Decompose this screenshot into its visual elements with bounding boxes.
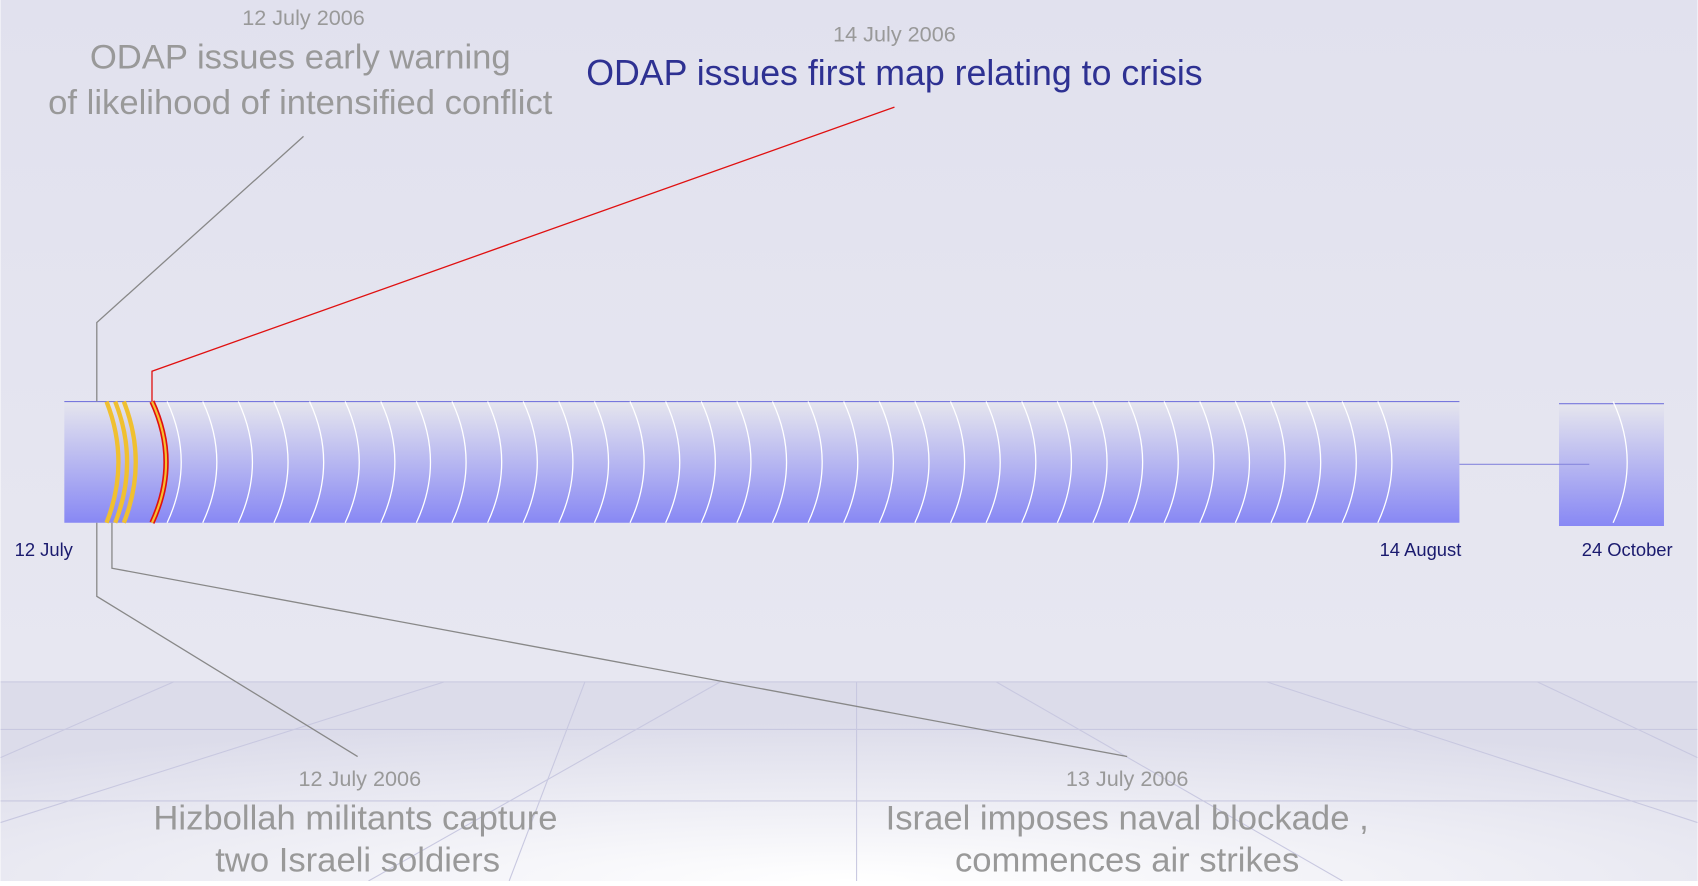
day-dividers xyxy=(166,401,1628,524)
day-divider xyxy=(593,401,610,524)
floor xyxy=(0,681,1698,881)
day-divider xyxy=(878,401,895,524)
highlight-marker-inner xyxy=(151,401,168,524)
day-divider xyxy=(1199,401,1215,524)
event-date: 12 July 2006 xyxy=(298,766,421,791)
day-divider xyxy=(237,401,254,524)
event-text: of likelihood of intensified conflict xyxy=(48,84,553,122)
floor-grid xyxy=(0,681,1698,882)
day-divider xyxy=(665,401,681,524)
day-divider xyxy=(558,401,574,524)
day-divider xyxy=(736,401,752,524)
day-divider xyxy=(202,401,218,524)
floor-line xyxy=(1537,681,1698,759)
event-text: ODAP issues first map relating to crisis xyxy=(586,53,1202,93)
day-divider xyxy=(415,401,432,524)
day-divider xyxy=(308,401,325,524)
event-text: ODAP issues early warning xyxy=(90,39,511,77)
day-divider xyxy=(949,401,966,524)
floor-line xyxy=(0,681,445,824)
day-divider xyxy=(1127,401,1144,524)
event-marker xyxy=(104,400,138,524)
event-date: 14 July 2006 xyxy=(833,21,956,46)
day-divider xyxy=(843,401,859,524)
day-divider xyxy=(522,401,538,524)
day-divider xyxy=(700,401,716,524)
axis-label: 12 July xyxy=(15,539,74,560)
floor-line xyxy=(368,681,721,882)
day-divider xyxy=(771,401,788,524)
axis-label: 24 October xyxy=(1582,539,1673,560)
floor-line xyxy=(1266,681,1698,824)
day-divider xyxy=(914,401,930,524)
day-divider xyxy=(807,401,823,524)
floor-line xyxy=(995,681,1343,882)
day-divider xyxy=(1377,401,1393,524)
event-date: 12 July 2006 xyxy=(242,5,365,30)
day-divider xyxy=(1341,401,1357,524)
timeline-bar xyxy=(64,401,1460,523)
day-divider xyxy=(1056,401,1073,524)
axis-label: 14 August xyxy=(1380,539,1462,560)
day-divider xyxy=(1612,401,1628,524)
event-text: commences air strikes xyxy=(955,842,1299,880)
day-divider xyxy=(451,401,467,524)
event-text: Israel imposes naval blockade , xyxy=(886,800,1369,838)
floor-line xyxy=(508,681,586,882)
day-divider xyxy=(273,401,289,524)
floor-line xyxy=(0,681,174,759)
day-divider xyxy=(985,401,1001,524)
day-divider xyxy=(487,401,503,524)
day-divider xyxy=(1270,401,1286,524)
day-divider xyxy=(1163,401,1179,524)
event-text: Hizbollah militants capture xyxy=(153,800,557,838)
day-divider xyxy=(1021,401,1037,524)
event-date: 13 July 2006 xyxy=(1066,766,1189,791)
day-divider xyxy=(344,401,360,524)
day-divider xyxy=(1234,401,1251,524)
day-divider xyxy=(1092,401,1108,524)
day-divider xyxy=(629,401,645,524)
leader-lines xyxy=(96,106,1128,758)
event-text: two Israeli soldiers xyxy=(215,842,500,880)
day-divider xyxy=(380,401,396,524)
day-divider xyxy=(166,401,182,524)
day-divider xyxy=(1306,401,1322,524)
